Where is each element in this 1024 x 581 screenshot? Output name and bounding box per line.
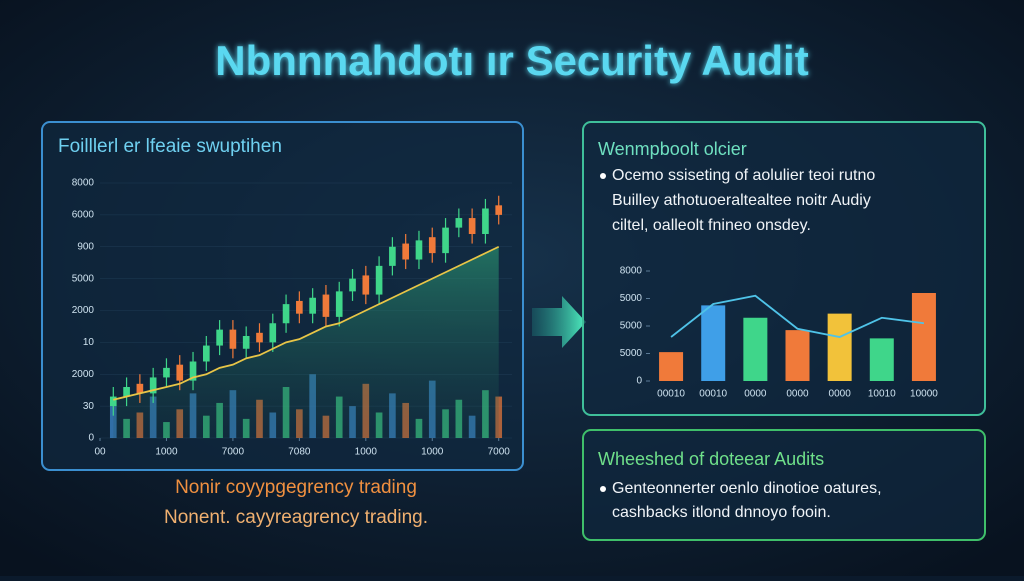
y-tick-label: 6000: [72, 210, 95, 221]
candle-body: [229, 329, 237, 349]
y-tick-label: 0: [636, 376, 642, 387]
bullet-text: cashbacks itlond dnnoyo fooin.: [612, 504, 831, 521]
bar: [911, 293, 936, 381]
y-tick-label: 8000: [620, 266, 643, 277]
candle-body: [176, 364, 184, 381]
x-tick-label: 1000: [421, 447, 444, 458]
bullet-text: Ocemo ssiseting of aolulier teoi rutno: [612, 167, 875, 184]
x-tick-label: 10000: [910, 389, 938, 400]
x-tick-label: 7080: [288, 447, 311, 458]
x-tick-label: 00: [94, 447, 106, 458]
bar: [785, 330, 810, 381]
ma-line: [113, 245, 500, 401]
x-tick-label: 10010: [868, 389, 896, 400]
arrow: [532, 296, 586, 348]
x-tick-label: 1000: [155, 447, 178, 458]
caption: Nonir coyypgegrency trading: [175, 477, 417, 498]
y-tick-label: 900: [77, 241, 94, 252]
candle-body: [428, 237, 436, 254]
candle-body: [123, 387, 130, 397]
y-tick-label: 5000: [620, 348, 643, 359]
x-tick-label: 1000: [355, 447, 378, 458]
panel-title: Wheeshed of doteear Audits: [598, 449, 824, 469]
y-tick-label: 5000: [620, 321, 643, 332]
bullet-text: ciltel, oalleolt fnineo onsdey.: [612, 217, 811, 234]
ma-area: [113, 246, 499, 438]
candle-body: [109, 396, 117, 407]
charts: 0 30 2000 10 2000 5000 900 6000 8000 00 1000 7000 70…: [72, 178, 939, 458]
y-tick-label: 10: [83, 337, 95, 348]
candle-body: [468, 218, 476, 234]
right-bottom-panel: [582, 429, 986, 541]
x-tick-label: 0000: [744, 389, 767, 400]
candle-body: [389, 246, 396, 266]
page-title: Nbnnnahdotı ır Security Audit: [215, 37, 808, 84]
candle-body: [309, 297, 316, 314]
candle-body: [189, 361, 197, 381]
candle-body: [269, 323, 277, 343]
x-tick-label: 7000: [488, 447, 511, 458]
candle-body: [163, 367, 170, 378]
candle-body: [149, 377, 157, 394]
y-tick-label: 8000: [72, 178, 95, 189]
y-tick-label: 0: [88, 433, 94, 444]
x-tick-label: 00010: [699, 389, 727, 400]
candle-body: [375, 265, 383, 295]
bullet-text: Genteonnerter oenlo dinotioe oatures,: [612, 480, 882, 497]
candle-body: [216, 329, 223, 346]
y-tick-label: 30: [83, 401, 95, 412]
candle-body: [482, 208, 489, 234]
candle-body: [349, 278, 356, 292]
candle-body: [455, 218, 463, 228]
bar: [659, 352, 684, 381]
y-tick-label: 5000: [72, 273, 95, 284]
line: [670, 294, 925, 338]
candle-body: [296, 300, 303, 314]
y-tick-label: 2000: [72, 369, 95, 380]
caption: Nonent. cayyreagrency trading.: [164, 507, 428, 528]
bullet-text: Builley athotuoeraltealtee noitr Audiy: [612, 192, 871, 209]
y-tick-label: 5000: [620, 293, 643, 304]
candle-body: [322, 294, 330, 317]
candle-body: [242, 336, 250, 349]
candle-body: [415, 240, 423, 260]
x-tick-label: 0000: [829, 389, 852, 400]
candle-body: [335, 291, 343, 317]
bullet: [600, 173, 606, 179]
x-tick-label: 0000: [786, 389, 809, 400]
y-tick-label: 2000: [72, 305, 95, 316]
bar: [827, 313, 852, 381]
candle-body: [362, 275, 370, 295]
bar: [743, 317, 768, 381]
candle-body: [203, 345, 210, 362]
x-tick-label: 00010: [657, 389, 685, 400]
candle-body: [136, 383, 144, 394]
bar: [869, 338, 894, 381]
bar: [701, 305, 726, 381]
candle-body: [282, 304, 290, 324]
candle-body: [442, 227, 449, 254]
panel-title: Foilllerl er lfeaie swuptihen: [58, 136, 282, 157]
candle-body: [495, 205, 503, 215]
x-tick-label: 7000: [222, 447, 245, 458]
candle-body: [402, 243, 409, 260]
panel-title: Wenmpboolt olcier: [598, 139, 747, 159]
bullet: [600, 486, 606, 492]
candle-body: [256, 332, 263, 343]
